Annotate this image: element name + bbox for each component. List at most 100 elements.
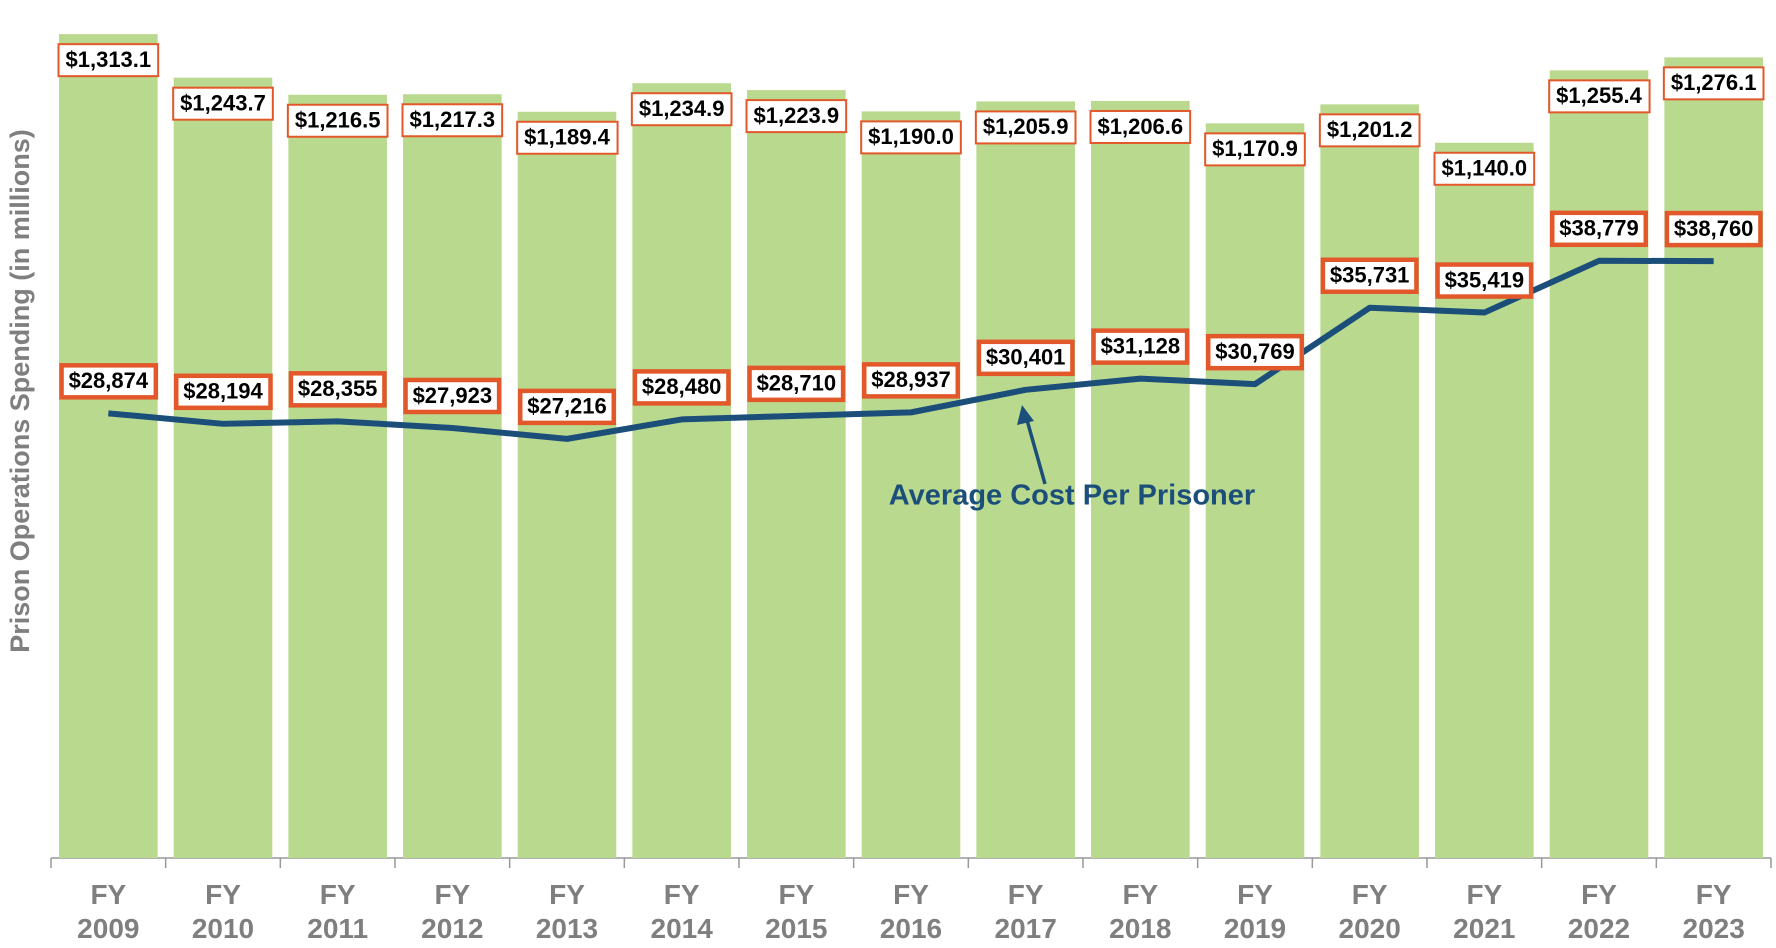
data-label: $1,255.4 [1548, 79, 1651, 114]
data-label: $1,276.1 [1662, 66, 1765, 101]
label-box [974, 110, 1077, 145]
data-label: $28,874 [59, 363, 159, 400]
label-box [747, 365, 846, 403]
data-label-text: $1,216.5 [295, 108, 381, 133]
label-box [401, 103, 504, 138]
label-box [1318, 113, 1421, 148]
label-box [57, 43, 160, 78]
data-label-text: $31,128 [1101, 333, 1181, 358]
label-box [517, 388, 617, 426]
x-tick-label: FY 2017 [994, 879, 1057, 944]
data-label-text: $28,937 [871, 367, 951, 392]
bar [1205, 123, 1305, 859]
data-label-text: $27,923 [413, 383, 493, 408]
data-label: $27,216 [517, 388, 617, 426]
data-label: $1,234.9 [630, 92, 733, 127]
x-tick-label: FY 2023 [1682, 879, 1745, 944]
data-label-text: $28,480 [642, 374, 722, 399]
data-label-text: $1,140.0 [1442, 156, 1528, 181]
data-label-text: $1,217.3 [410, 107, 496, 132]
bar [1664, 57, 1763, 858]
data-label-text: $1,205.9 [983, 114, 1069, 139]
label-box [861, 362, 961, 399]
data-label: $1,206.6 [1089, 109, 1192, 144]
x-tick-label: FY 2018 [1109, 879, 1172, 944]
data-label: $28,710 [747, 365, 846, 403]
x-tick-label: FY 2010 [191, 879, 255, 944]
annotation: Average Cost Per Prisoner [889, 480, 1255, 512]
data-label: $31,128 [1091, 328, 1190, 365]
label-box [976, 339, 1075, 377]
data-label: $38,760 [1664, 210, 1763, 248]
data-label: $30,401 [976, 339, 1075, 377]
data-label: $1,243.7 [172, 86, 274, 121]
data-label-text: $1,190.0 [868, 124, 954, 149]
data-label: $28,480 [632, 369, 731, 406]
data-label-text: $38,760 [1674, 216, 1754, 241]
data-label: $28,355 [288, 371, 387, 408]
data-label: $38,779 [1549, 210, 1649, 248]
label-box [1204, 132, 1306, 167]
data-label: $35,419 [1435, 262, 1534, 299]
data-label: $1,313.1 [57, 43, 160, 78]
bar [288, 94, 387, 858]
data-label-text: $1,255.4 [1556, 83, 1642, 108]
bar [403, 94, 502, 859]
label-box [1089, 109, 1192, 144]
data-label: $1,216.5 [286, 103, 389, 138]
label-box [516, 120, 619, 155]
data-label: $30,769 [1205, 333, 1305, 371]
label-box [403, 377, 502, 415]
label-box [1548, 79, 1651, 114]
data-label-text: $28,355 [298, 376, 378, 401]
x-tick-label: FY 2021 [1453, 879, 1516, 944]
data-label-text: $1,201.2 [1327, 117, 1413, 142]
data-label: $1,223.9 [745, 99, 848, 134]
data-label-text: $30,401 [986, 345, 1066, 370]
x-tick-label: FY 2019 [1223, 879, 1287, 944]
label-box [288, 371, 387, 408]
x-tick-label: FY 2012 [421, 879, 484, 944]
annotation-arrow [1025, 419, 1047, 485]
label-box [286, 103, 389, 138]
x-tick-label: FY 2015 [765, 879, 828, 944]
data-label-text: $30,769 [1215, 339, 1295, 364]
data-label-text: $27,216 [527, 394, 607, 419]
bar [976, 101, 1075, 858]
bar [861, 111, 961, 858]
data-label-text: $1,313.1 [66, 47, 152, 72]
bar [1549, 70, 1649, 859]
label-box [1662, 66, 1765, 101]
data-label-text: $1,234.9 [639, 96, 725, 121]
data-label: $28,937 [861, 362, 961, 399]
data-label-text: $35,419 [1445, 267, 1525, 292]
label-box [632, 369, 731, 406]
label-box [1091, 328, 1190, 365]
bar [747, 90, 846, 858]
data-label-text: $1,189.4 [524, 125, 610, 150]
data-label: $27,923 [403, 377, 502, 415]
y-axis-label: Prison Operations Spending (in millions) [5, 129, 35, 653]
x-tick-label: FY 2020 [1338, 879, 1401, 944]
data-label-text: $35,731 [1330, 263, 1410, 288]
data-label: $1,170.9 [1204, 132, 1306, 167]
data-label: $28,194 [173, 373, 273, 411]
bar [1320, 104, 1419, 859]
data-label-text: $1,223.9 [754, 103, 840, 128]
label-box [1320, 257, 1419, 294]
data-label-text: $1,243.7 [180, 91, 266, 116]
data-label: $1,190.0 [860, 120, 962, 155]
data-label: $1,189.4 [516, 120, 619, 155]
data-label: $1,201.2 [1318, 113, 1421, 148]
data-label-text: $28,710 [757, 371, 837, 396]
x-tick-label: FY 2013 [535, 879, 599, 944]
label-box [1664, 210, 1763, 248]
data-label-text: $1,170.9 [1212, 136, 1298, 161]
data-label-text: $28,194 [183, 379, 263, 404]
data-label: $1,205.9 [974, 110, 1077, 145]
label-box [59, 363, 159, 400]
label-box [630, 92, 733, 127]
x-tick-label: FY 2014 [650, 879, 713, 944]
